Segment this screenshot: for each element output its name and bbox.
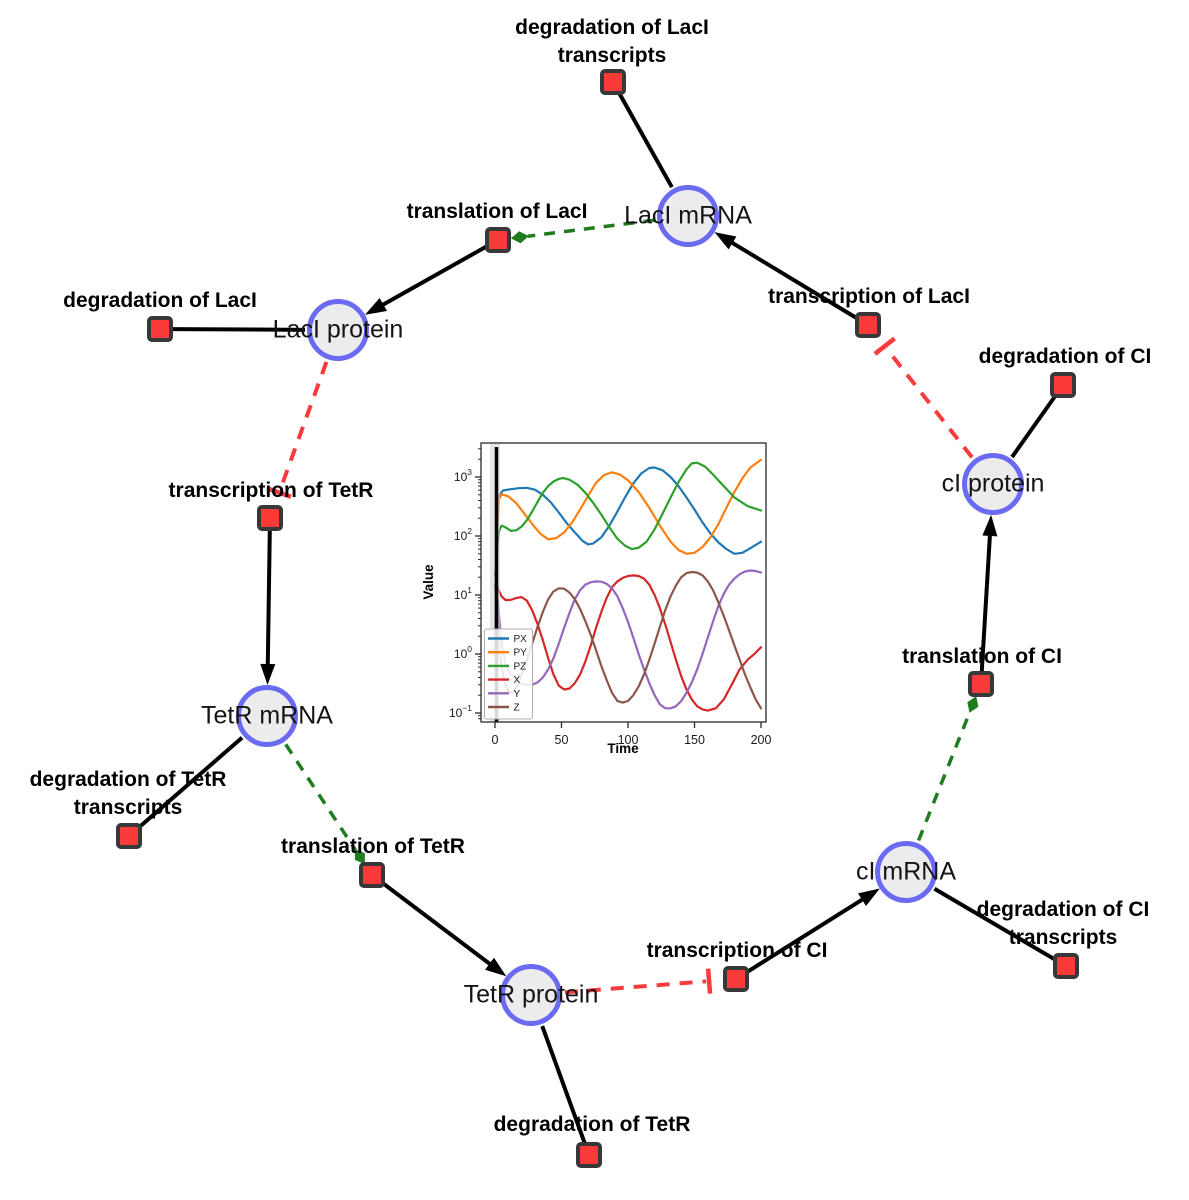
legend-label: Z [514, 703, 520, 714]
x-tick-label: 0 [492, 733, 499, 747]
chart-ylabel: Value [421, 564, 436, 600]
series-PZ [493, 461, 763, 656]
legend-label: PY [514, 648, 528, 659]
edge-transc_TetR-TetR_mRNA [260, 530, 276, 685]
reaction-node-transl_CI[interactable] [968, 671, 994, 697]
reaction-node-deg_CI[interactable] [1050, 372, 1076, 398]
series-X [493, 573, 763, 712]
species-node-cI_mRNA[interactable] [875, 841, 937, 903]
reaction-node-transl_LacI[interactable] [485, 227, 511, 253]
reaction-node-deg_TetR_tx[interactable] [116, 823, 142, 849]
edge-LacI_mRNA-deg_LacI_tx [617, 92, 674, 189]
species-node-cI_protein[interactable] [962, 453, 1024, 515]
edge-TetR_mRNA-deg_TetR_tx [137, 736, 244, 829]
reaction-node-transc_CI[interactable] [723, 966, 749, 992]
edge-transl_CI-cI_protein [979, 514, 998, 672]
edge-LacI_mRNA-transl_LacI [510, 218, 655, 244]
edge-transc_CI-cI_mRNA [745, 888, 880, 974]
reaction-node-deg_TetR[interactable] [576, 1142, 602, 1168]
legend-label: Y [514, 689, 521, 700]
species-node-LacI_protein[interactable] [307, 299, 369, 361]
species-node-TetR_protein[interactable] [500, 964, 562, 1026]
edge-cI_mRNA-deg_CI_tx [933, 886, 1056, 962]
chart-legend: PX PY PZ XYZ [484, 628, 533, 720]
y-tick-label: 102 [454, 526, 472, 543]
species-node-LacI_mRNA[interactable] [657, 185, 719, 247]
edge-transl_TetR-TetR_protein [381, 881, 507, 977]
edge-transl_LacI-LacI_protein [365, 244, 488, 315]
edge-TetR_mRNA-transl_TetR [284, 743, 365, 865]
edge-cI_protein-transc_LacI [873, 336, 974, 459]
inset-chart: 10−1 100 101 102 103 0 50 100 150 200 PX PY PZ XYZ Tim… [421, 442, 772, 756]
x-tick-label: 100 [618, 733, 639, 747]
legend-label: PX [514, 634, 528, 645]
y-tick-label: 10−1 [449, 703, 472, 720]
legend-label: PZ [514, 661, 527, 672]
reaction-node-transc_TetR[interactable] [257, 505, 283, 531]
edge-transc_LacI-LacI_mRNA [714, 232, 858, 320]
x-tick-label: 200 [751, 733, 772, 747]
edge-LacI_protein-deg_LacI [172, 327, 306, 332]
x-tick-label: 150 [684, 733, 705, 747]
y-tick-label: 100 [454, 644, 472, 661]
x-tick-label: 50 [555, 733, 569, 747]
legend-label: X [514, 675, 521, 686]
reaction-node-transc_LacI[interactable] [855, 312, 881, 338]
chart-xlabel: Time [607, 741, 639, 756]
series-PY [493, 458, 763, 656]
edge-TetR_protein-transc_CI [564, 968, 713, 995]
y-tick-label: 101 [454, 585, 472, 602]
edge-TetR_protein-deg_TetR [540, 1025, 587, 1144]
species-node-TetR_mRNA[interactable] [236, 685, 298, 747]
y-tick-label: 103 [454, 467, 472, 484]
edge-cI_mRNA-transl_CI [916, 696, 979, 842]
edge-cI_protein-deg_CI [1010, 394, 1058, 459]
reaction-node-deg_LacI[interactable] [147, 316, 173, 342]
reaction-node-deg_LacI_tx[interactable] [600, 69, 626, 95]
reaction-node-transl_TetR[interactable] [359, 862, 385, 888]
series-PX [493, 466, 763, 656]
edge-LacI_protein-transc_TetR [266, 361, 329, 499]
reaction-node-deg_CI_tx[interactable] [1053, 953, 1079, 979]
